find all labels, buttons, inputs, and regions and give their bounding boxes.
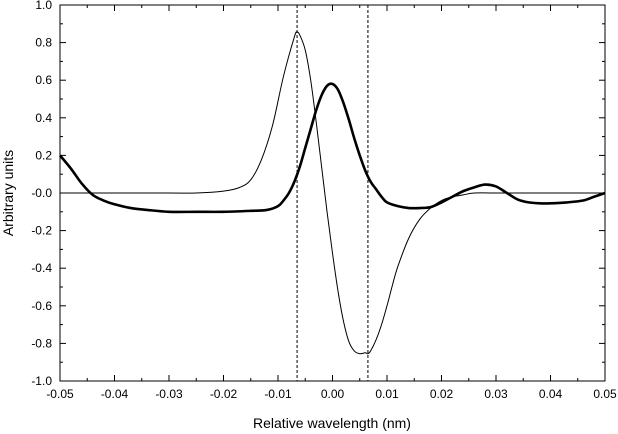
x-tick-label: 0.04 <box>539 387 563 401</box>
y-tick-label: -1.0 <box>31 374 52 388</box>
x-axis-title: Relative wavelength (nm) <box>253 415 411 431</box>
y-tick-label: 0.6 <box>35 73 52 87</box>
x-tick-label: -0.01 <box>264 387 292 401</box>
y-tick-label: 0.2 <box>35 148 52 162</box>
y-axis-title: Arbitrary units <box>0 150 16 236</box>
x-tick-label: 0.03 <box>484 387 508 401</box>
x-tick-label: -0.02 <box>210 387 238 401</box>
y-tick-label: -0.4 <box>31 261 52 275</box>
tick-labels: -0.05 -0.04 -0.03 -0.02 -0.01 0.00 0.01 0.02 0.0… <box>31 0 617 401</box>
y-tick-label: 0.4 <box>35 111 52 125</box>
y-tick-label: -0.2 <box>31 224 52 238</box>
thick-series-line <box>59 82 606 214</box>
y-tick-label: 1.0 <box>35 0 52 12</box>
y-tick-label: 0.8 <box>35 36 52 50</box>
series-group <box>59 31 606 355</box>
x-tick-label: -0.04 <box>101 387 129 401</box>
x-tick-label: 0.01 <box>375 387 399 401</box>
dashed-reference-lines <box>296 5 369 381</box>
x-tick-label: 0.00 <box>321 387 345 401</box>
x-tick-label: 0.02 <box>430 387 454 401</box>
y-tick-label: -0.8 <box>31 336 52 350</box>
axis-ticks <box>59 4 606 382</box>
thin-series-line <box>60 31 605 355</box>
x-tick-label: -0.03 <box>155 387 183 401</box>
x-tick-label: 0.05 <box>593 387 617 401</box>
y-tick-label: -0.0 <box>31 186 52 200</box>
y-tick-label: -0.6 <box>31 299 52 313</box>
x-tick-label: -0.05 <box>46 387 74 401</box>
